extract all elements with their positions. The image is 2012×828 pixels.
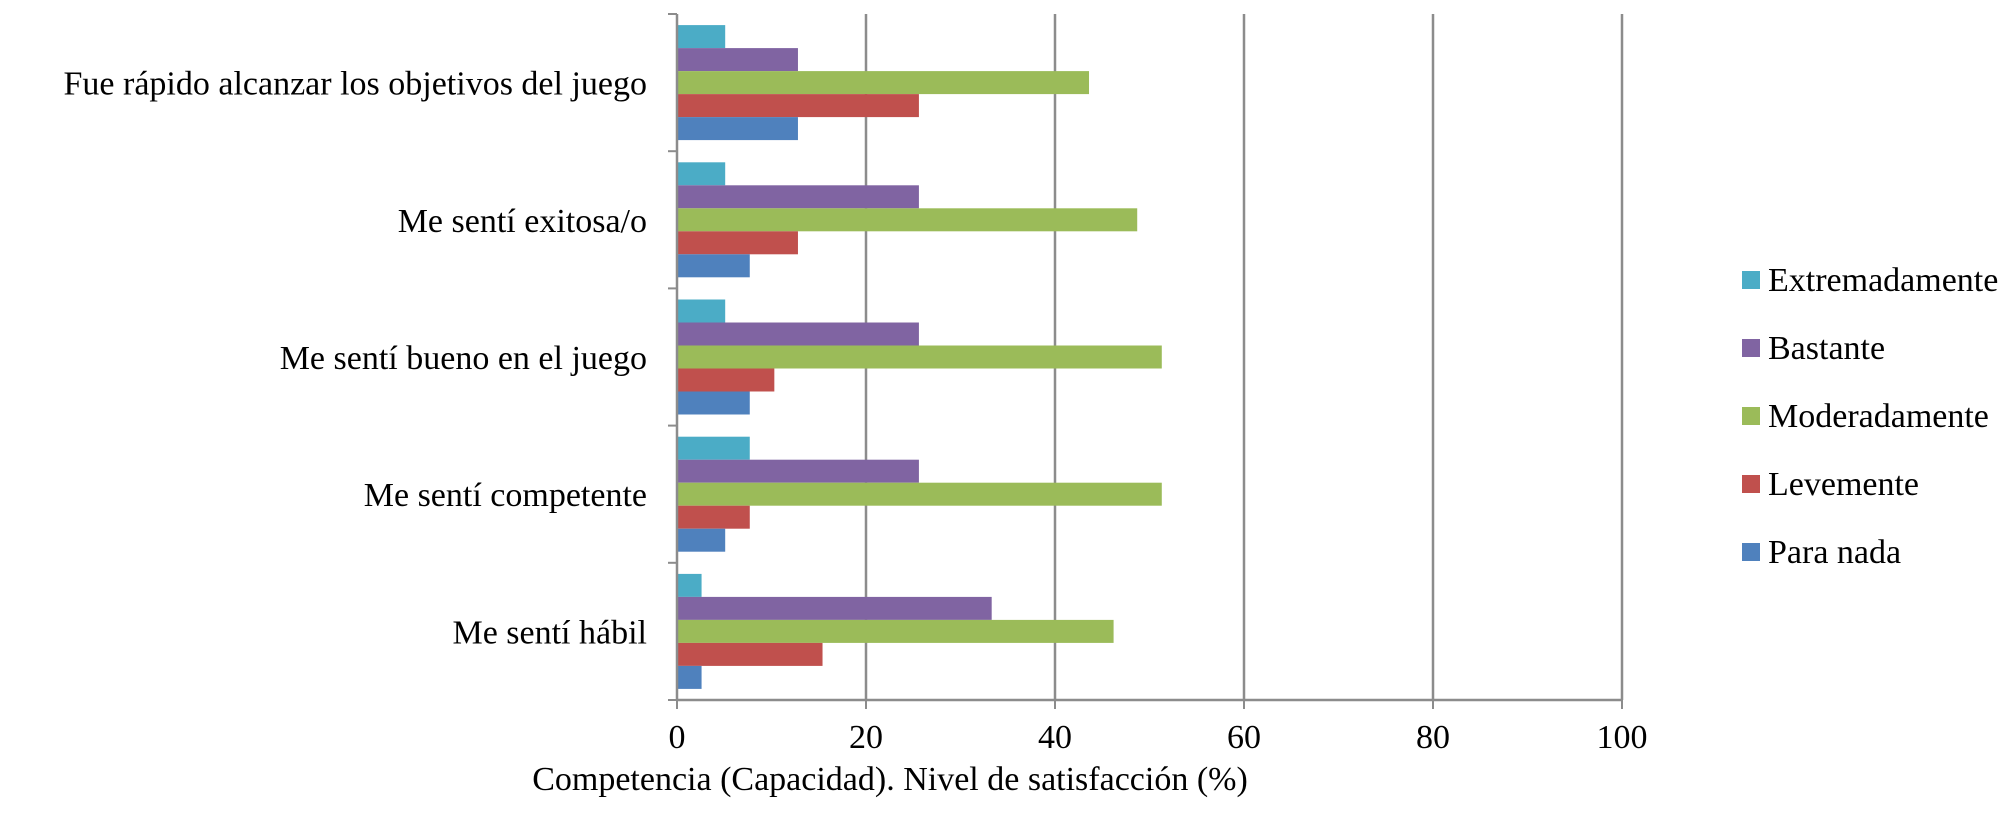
legend-label: Para nada	[1768, 534, 1901, 571]
bar-levemente-3	[677, 505, 750, 529]
bar-levemente-2	[677, 368, 775, 392]
x-axis-title: Competencia (Capacidad). Nivel de satisf…	[532, 761, 1248, 798]
bar-extremadamente-4	[677, 573, 702, 597]
legend-label: Extremadamente	[1768, 262, 1998, 299]
category-label: Me sentí exitosa/o	[398, 203, 647, 240]
legend-swatch-moderadamente	[1742, 407, 1760, 425]
bar-extremadamente-2	[677, 299, 726, 323]
category-label: Fue rápido alcanzar los objetivos del ju…	[64, 66, 648, 103]
legend-label: Levemente	[1768, 466, 1919, 503]
legend-label: Bastante	[1768, 330, 1885, 367]
bar-bastante-4	[677, 596, 992, 620]
bar-bastante-2	[677, 322, 919, 346]
legend-swatch-extremadamente	[1742, 271, 1760, 289]
legend-swatch-levemente	[1742, 475, 1760, 493]
bar-extremadamente-1	[677, 162, 726, 186]
bars	[677, 25, 1162, 689]
x-tick-label: 80	[1416, 719, 1450, 756]
x-tick-label: 60	[1227, 719, 1261, 756]
category-label: Me sentí competente	[364, 477, 647, 514]
bar-para-nada-0	[677, 117, 798, 141]
bar-para-nada-4	[677, 665, 702, 689]
bar-moderadamente-1	[677, 208, 1138, 232]
category-label: Me sentí bueno en el juego	[280, 340, 647, 377]
gridlines	[864, 14, 1624, 700]
bar-levemente-4	[677, 642, 823, 666]
category-label: Me sentí hábil	[452, 614, 647, 651]
category-labels: Fue rápido alcanzar los objetivos del ju…	[64, 66, 648, 652]
bar-moderadamente-0	[677, 71, 1090, 95]
bar-moderadamente-3	[677, 482, 1162, 506]
x-tick-label: 20	[849, 719, 883, 756]
bar-para-nada-2	[677, 391, 750, 415]
x-tick-label: 40	[1038, 719, 1072, 756]
bar-para-nada-1	[677, 254, 750, 278]
legend: Extremadamente Bastante Moderadamente Levem…	[1742, 262, 1998, 571]
legend-label: Moderadamente	[1768, 398, 1989, 435]
bar-para-nada-3	[677, 528, 726, 552]
bar-bastante-0	[677, 48, 798, 72]
x-tick-label: 100	[1597, 719, 1648, 756]
bar-moderadamente-4	[677, 619, 1114, 643]
x-tick-label: 0	[669, 719, 686, 756]
x-tick-labels: 0 20 40 60 80 100	[669, 719, 1648, 756]
bar-extremadamente-3	[677, 436, 750, 460]
bar-bastante-3	[677, 459, 919, 483]
bar-extremadamente-0	[677, 25, 726, 49]
bar-levemente-0	[677, 94, 919, 118]
bar-levemente-1	[677, 231, 798, 255]
axes	[668, 13, 1623, 709]
legend-swatch-bastante	[1742, 339, 1760, 357]
legend-swatch-para-nada	[1742, 543, 1760, 561]
bar-bastante-1	[677, 185, 919, 209]
bar-moderadamente-2	[677, 345, 1162, 369]
